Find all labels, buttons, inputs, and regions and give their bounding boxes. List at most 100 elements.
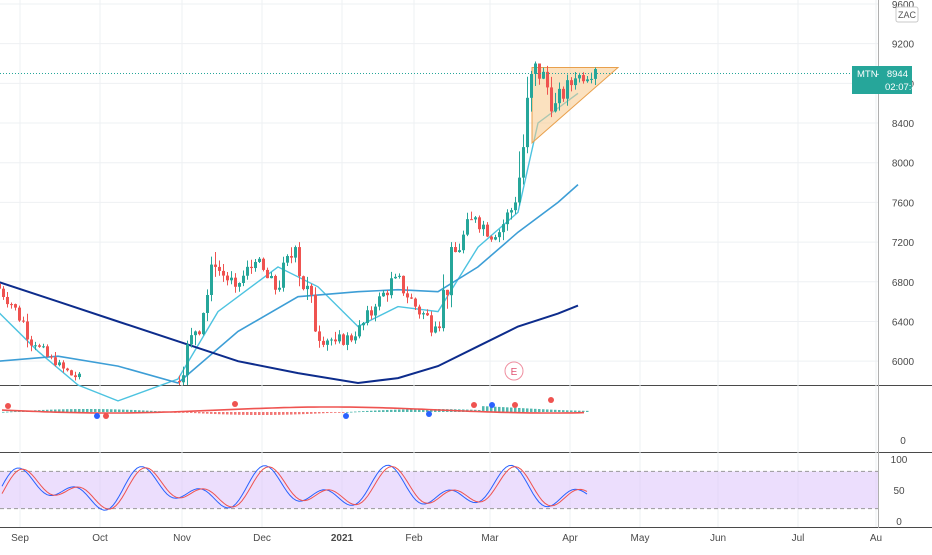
macd-bar (426, 409, 429, 412)
candle-body (466, 219, 469, 235)
macd-bar (562, 410, 565, 412)
candle-body (566, 80, 569, 99)
macd-bar (378, 410, 381, 412)
macd-cross-dot (232, 401, 238, 407)
macd-bar (282, 412, 285, 415)
macd-bar (2, 411, 5, 413)
macd-cross-dot (548, 397, 554, 403)
stoch-tick-label: 100 (891, 455, 908, 466)
currency-badge[interactable]: ZAC (895, 6, 919, 23)
time-axis[interactable]: Sep Oct Nov Dec 2021 Feb Mar Apr May Jun Jul Au (11, 533, 882, 544)
macd-bar (538, 409, 541, 412)
candle-body (250, 266, 253, 269)
price-tick-label: 7600 (892, 198, 915, 209)
macd-bar (54, 409, 57, 412)
ma-line-fast (0, 92, 579, 402)
macd-bar (78, 409, 81, 412)
macd-bar (46, 409, 49, 412)
candle-body (382, 292, 385, 297)
macd-bar (546, 409, 549, 412)
macd-cross-dot (489, 402, 495, 408)
macd-bar (342, 412, 345, 413)
macd-bar (366, 410, 369, 412)
candle-body (246, 266, 249, 276)
candle-body (230, 277, 233, 281)
macd-bar (490, 406, 493, 412)
candle-body (562, 88, 565, 99)
candle-body (402, 275, 405, 294)
stochastic-panel (0, 464, 878, 511)
macd-bar (98, 409, 101, 412)
earnings-marker[interactable]: E (504, 361, 524, 381)
candle-body (510, 210, 513, 213)
macd-bar (358, 411, 361, 413)
macd-bar (222, 412, 225, 415)
time-tick-label: Dec (253, 533, 271, 544)
macd-bar (50, 409, 53, 412)
macd-bar (506, 407, 509, 412)
macd-bar (498, 406, 501, 412)
price-tick-label: 6400 (892, 317, 915, 328)
candle-body (474, 217, 477, 220)
candle-body (422, 313, 425, 315)
macd-bar (102, 409, 105, 412)
macd-bar (70, 409, 73, 412)
macd-bar (430, 409, 433, 412)
macd-bar (154, 410, 157, 412)
candle-body (58, 362, 61, 366)
macd-bar (550, 409, 553, 412)
candle-body (362, 322, 365, 326)
macd-bar (270, 412, 273, 415)
macd-bar (254, 412, 257, 415)
candle-body (314, 294, 317, 332)
macd-bar (346, 411, 349, 413)
macd-bar (302, 412, 305, 415)
candle-body (450, 247, 453, 296)
candle-body (70, 370, 73, 376)
candle-body (302, 276, 305, 290)
macd-bar (310, 412, 313, 414)
macd-bar (566, 410, 569, 412)
candle-body (322, 340, 325, 345)
candle-body (454, 247, 457, 253)
candle-body (334, 339, 337, 342)
candle-body (366, 310, 369, 323)
candle-body (550, 87, 553, 112)
macd-cross-dot (94, 413, 100, 419)
candle-body (590, 78, 593, 80)
candle-body (190, 335, 193, 345)
currency-label: ZAC (898, 10, 917, 20)
candle-body (498, 232, 501, 238)
candle-body (282, 262, 285, 288)
candle-body (410, 297, 413, 299)
macd-bar (74, 409, 77, 412)
candle-body (10, 304, 13, 306)
macd-bar (182, 412, 185, 413)
candle-body (46, 346, 49, 357)
candle-body (74, 375, 77, 378)
macd-cross-dot (5, 403, 11, 409)
macd-bar (194, 412, 197, 414)
candle-body (430, 315, 433, 333)
candle-body (442, 289, 445, 329)
macd-bar (518, 407, 521, 412)
candle-body (542, 71, 545, 79)
candle-body (54, 357, 57, 366)
moving-averages (0, 92, 579, 402)
candle-body (262, 258, 265, 270)
candle-body (38, 345, 41, 347)
macd-cross-dot (426, 411, 432, 417)
candle-body (530, 73, 533, 98)
macd-signal-line (1, 406, 585, 414)
candle-body (514, 202, 517, 211)
candle-body (338, 334, 341, 342)
last-price-label: MTN - 8944 02:07:42 (0, 66, 922, 94)
macd-bar (410, 409, 413, 412)
time-tick-label: Sep (11, 533, 29, 544)
macd-bar (234, 412, 237, 415)
candle-body (538, 63, 541, 79)
countdown-value: 02:07:42 (885, 82, 922, 93)
candle-body (354, 336, 357, 341)
